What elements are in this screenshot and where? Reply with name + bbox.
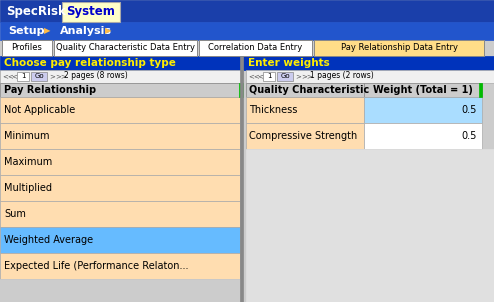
Text: Pay Relationship Data Entry: Pay Relationship Data Entry [340,43,457,53]
Text: Setup: Setup [8,26,44,36]
Text: Multiplied: Multiplied [4,183,52,193]
Bar [0,0,494,22]
Bar [17,72,29,81]
Text: Quality Characteristic: Quality Characteristic [249,85,369,95]
Bar [31,72,47,81]
Text: System: System [67,5,116,18]
Text: Analysis: Analysis [60,26,112,36]
Text: Choose pay relationship type: Choose pay relationship type [4,58,176,68]
Text: Maximum: Maximum [4,157,52,167]
Text: 0.5: 0.5 [461,131,477,141]
Text: 1: 1 [21,73,25,79]
Text: Weight (Total = 1): Weight (Total = 1) [373,85,473,95]
Bar [479,83,482,97]
Text: >: > [295,73,301,79]
Bar [364,123,482,149]
Bar [0,149,240,175]
Bar [240,56,243,302]
Bar [0,56,494,70]
Text: 1 pages (2 rows): 1 pages (2 rows) [310,72,374,81]
Text: Go: Go [280,73,290,79]
Bar [0,253,240,279]
Bar [246,83,364,97]
Bar [246,70,494,83]
Bar [246,97,364,123]
Text: Enter weights: Enter weights [248,58,330,68]
Text: SpecRisk: SpecRisk [6,5,66,18]
Bar [277,72,293,81]
Text: Minimum: Minimum [4,131,49,141]
Text: 2 pages (8 rows): 2 pages (8 rows) [64,72,128,81]
Text: <: < [257,73,263,79]
Text: 0.5: 0.5 [461,105,477,115]
Text: Go: Go [34,73,44,79]
Text: Expected Life (Performance Relaton...: Expected Life (Performance Relaton... [4,261,189,271]
Bar [0,175,240,201]
Text: Sum: Sum [4,209,26,219]
Bar [199,40,312,56]
Text: ▶: ▶ [105,27,112,36]
Bar [62,2,120,22]
Text: 1: 1 [267,73,271,79]
Bar [364,83,482,97]
Bar [314,40,484,56]
Text: Weighted Average: Weighted Average [4,235,93,245]
Bar [0,123,240,149]
Text: <<: << [2,73,14,79]
Bar [0,201,240,227]
Bar [54,40,197,56]
Bar [0,22,494,40]
Bar [0,70,243,83]
Bar [263,72,275,81]
Text: Profiles: Profiles [11,43,42,53]
Text: >: > [49,73,55,79]
Bar [246,149,494,302]
Bar [0,83,240,97]
Text: >>: >> [301,73,313,79]
Text: <<: << [248,73,260,79]
Bar [239,83,243,97]
Bar [364,97,482,123]
Text: Thickness: Thickness [249,105,297,115]
Text: >>: >> [55,73,67,79]
Bar [246,123,364,149]
Text: Pay Relationship: Pay Relationship [4,85,96,95]
Text: Quality Characteristic Data Entry: Quality Characteristic Data Entry [55,43,195,53]
Text: ▶: ▶ [44,27,50,36]
Text: <: < [11,73,17,79]
Bar [2,40,52,56]
Text: Correlation Data Entry: Correlation Data Entry [208,43,302,53]
Text: Not Applicable: Not Applicable [4,105,75,115]
Text: Compressive Strength: Compressive Strength [249,131,357,141]
Bar [0,227,240,253]
Bar [0,279,243,302]
Bar [0,97,240,123]
